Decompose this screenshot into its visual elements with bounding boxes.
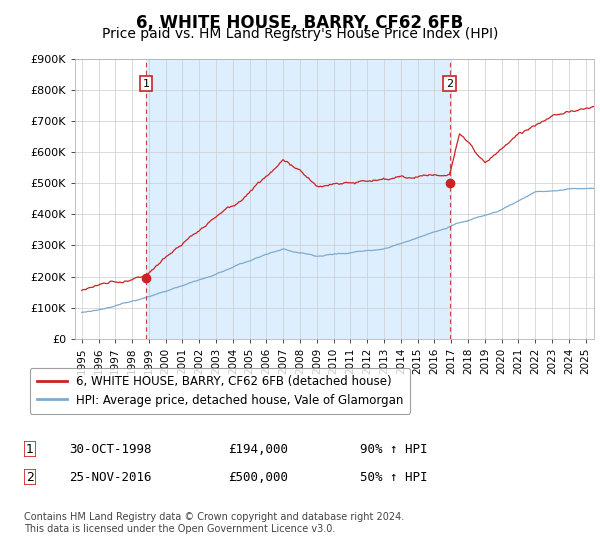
Text: 2: 2 [446, 79, 453, 88]
Text: 1: 1 [26, 442, 34, 456]
Text: £500,000: £500,000 [228, 470, 288, 484]
Legend: 6, WHITE HOUSE, BARRY, CF62 6FB (detached house), HPI: Average price, detached h: 6, WHITE HOUSE, BARRY, CF62 6FB (detache… [30, 367, 410, 414]
Text: 90% ↑ HPI: 90% ↑ HPI [360, 442, 427, 456]
Text: 6, WHITE HOUSE, BARRY, CF62 6FB: 6, WHITE HOUSE, BARRY, CF62 6FB [136, 14, 464, 32]
Text: Contains HM Land Registry data © Crown copyright and database right 2024.
This d: Contains HM Land Registry data © Crown c… [24, 512, 404, 534]
Text: £194,000: £194,000 [228, 442, 288, 456]
Text: 30-OCT-1998: 30-OCT-1998 [69, 442, 151, 456]
Bar [146, 59, 449, 339]
Text: 50% ↑ HPI: 50% ↑ HPI [360, 470, 427, 484]
Text: Price paid vs. HM Land Registry's House Price Index (HPI): Price paid vs. HM Land Registry's House … [102, 27, 498, 41]
Text: 1: 1 [143, 79, 149, 88]
Text: 25-NOV-2016: 25-NOV-2016 [69, 470, 151, 484]
Text: 2: 2 [26, 470, 34, 484]
